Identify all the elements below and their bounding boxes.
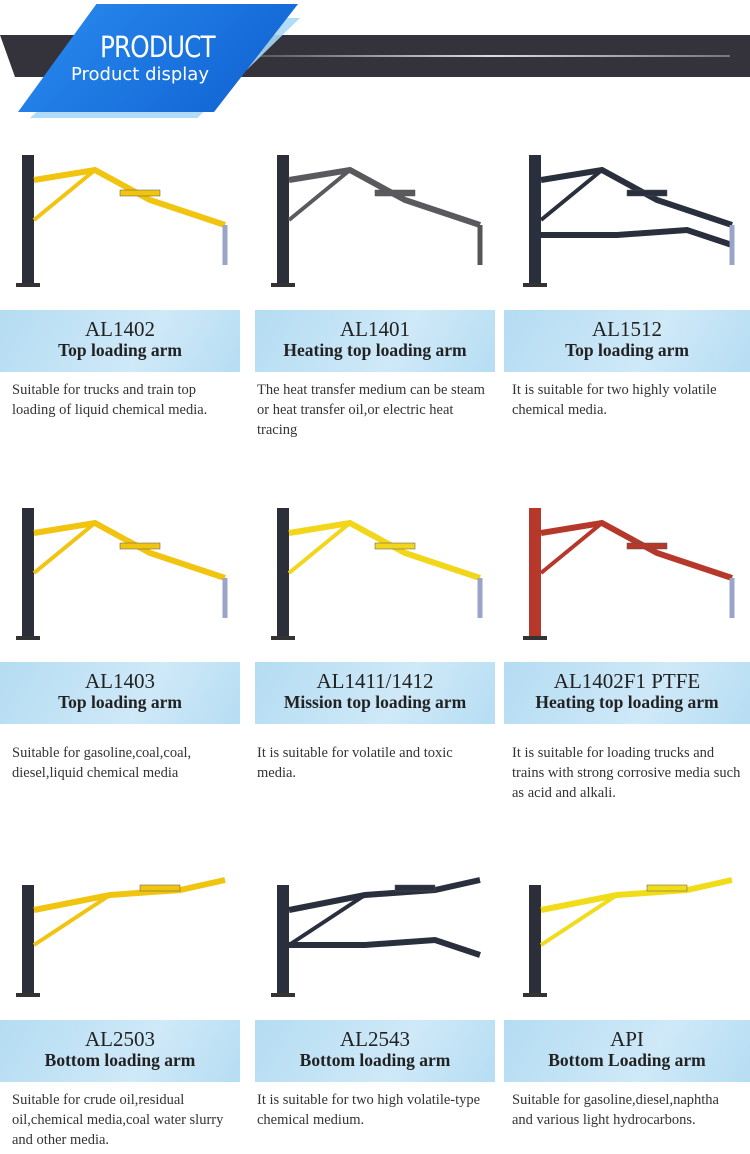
loading-arm-image [271, 155, 483, 287]
loading-arm-image [271, 877, 481, 997]
product-label: AL2503 Bottom loading arm [0, 1020, 240, 1082]
section-title: PRODUCT [100, 30, 216, 64]
product-description: The heat transfer medium can be steam or… [257, 382, 485, 438]
product-code: AL1411/1412 [316, 669, 434, 693]
product-label: AL1402F1 PTFE Heating top loading arm [504, 662, 750, 724]
product-description: It is suitable for two highly volatile c… [512, 382, 717, 418]
product-code: AL1403 [85, 669, 155, 693]
section-subtitle: Product display [71, 64, 209, 85]
product-label: AL1411/1412 Mission top loading arm [255, 662, 495, 724]
product-description: Suitable for gasoline,diesel,naphtha and… [512, 1092, 719, 1128]
product-label: AL1401 Heating top loading arm [255, 310, 495, 372]
product-description: It is suitable for two high volatile-typ… [257, 1092, 481, 1128]
loading-arm-image [523, 508, 735, 640]
loading-arm-image [523, 155, 735, 287]
product-name: Bottom loading arm [299, 1050, 451, 1070]
loading-arm-image [16, 155, 228, 287]
product-card[interactable]: AL1411/1412 Mission top loading arm It i… [255, 478, 495, 781]
header-bar-line [250, 55, 730, 57]
product-code: AL1402 [85, 317, 155, 341]
loading-arm-image [271, 508, 483, 640]
product-code: AL1402F1 PTFE [553, 669, 701, 693]
product-name: Top loading arm [58, 340, 182, 360]
product-label: AL1402 Top loading arm [0, 310, 240, 372]
product-card[interactable]: AL1512 Top loading arm It is suitable fo… [504, 125, 750, 418]
loading-arm-image [523, 877, 733, 997]
product-name: Bottom Loading arm [548, 1050, 706, 1070]
product-name: Heating top loading arm [283, 340, 467, 360]
product-card[interactable]: AL1402 Top loading arm Suitable for truc… [0, 125, 240, 418]
product-name: Top loading arm [58, 692, 182, 712]
product-code: AL1512 [592, 317, 662, 341]
product-name: Mission top loading arm [283, 692, 467, 712]
loading-arm-image [16, 508, 228, 640]
product-description: Suitable for crude oil,residual oil,chem… [12, 1092, 224, 1148]
product-card[interactable]: API Bottom Loading arm Suitable for gaso… [504, 835, 750, 1128]
product-code: API [610, 1027, 644, 1051]
product-description: Suitable for gasoline,coal,coal, diesel,… [12, 745, 192, 781]
product-card[interactable]: AL2543 Bottom loading arm It is suitable… [255, 835, 495, 1128]
product-description: Suitable for trucks and train top loadin… [12, 382, 208, 418]
product-code: AL1401 [340, 317, 410, 341]
product-label: AL1512 Top loading arm [504, 310, 750, 372]
product-code: AL2543 [340, 1027, 410, 1051]
section-header: PRODUCT Product display [0, 0, 750, 120]
product-description: It is suitable for volatile and toxic me… [257, 745, 453, 781]
product-card[interactable]: AL2503 Bottom loading arm Suitable for c… [0, 835, 240, 1148]
product-card[interactable]: AL1403 Top loading arm Suitable for gaso… [0, 478, 240, 781]
product-name: Bottom loading arm [44, 1050, 196, 1070]
product-label: AL2543 Bottom loading arm [255, 1020, 495, 1082]
product-label: API Bottom Loading arm [504, 1020, 750, 1082]
product-name: Top loading arm [565, 340, 689, 360]
product-card[interactable]: AL1402F1 PTFE Heating top loading arm It… [504, 478, 750, 801]
loading-arm-image [16, 877, 226, 997]
product-label: AL1403 Top loading arm [0, 662, 240, 724]
product-code: AL2503 [85, 1027, 155, 1051]
product-description: It is suitable for loading trucks and tr… [512, 745, 741, 801]
product-name: Heating top loading arm [535, 692, 719, 712]
product-card[interactable]: AL1401 Heating top loading arm The heat … [255, 125, 495, 438]
